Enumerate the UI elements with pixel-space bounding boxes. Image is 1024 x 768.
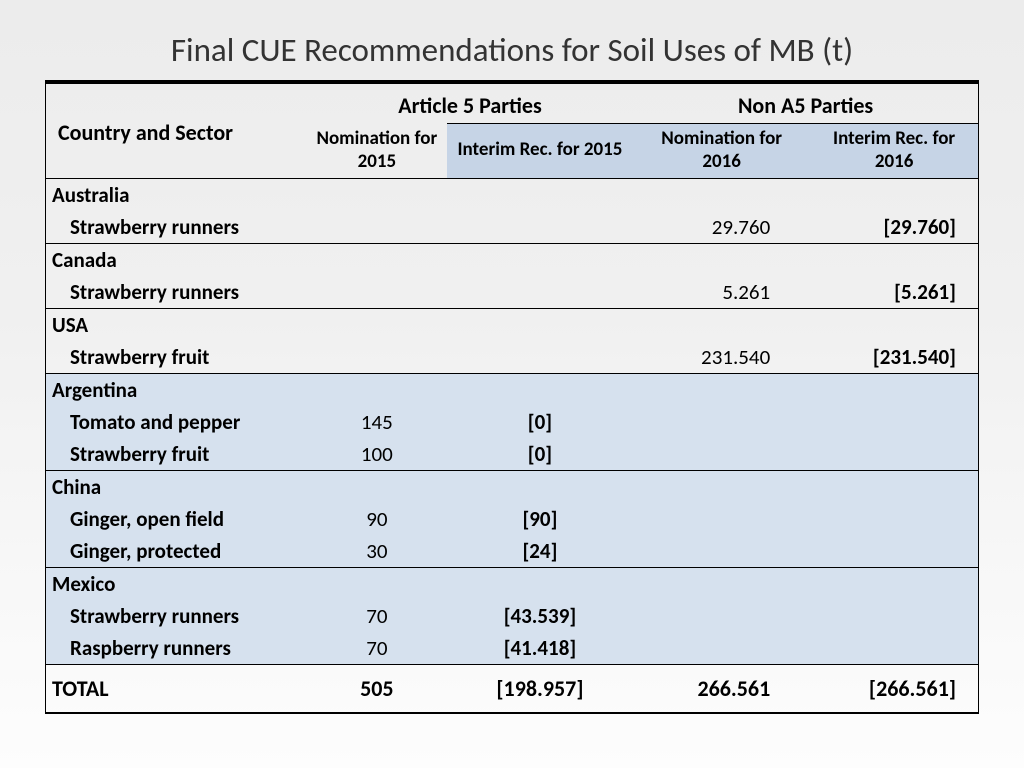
total-nom2016: 266.561 bbox=[633, 664, 810, 712]
country-label: China bbox=[46, 470, 978, 503]
country-label: Mexico bbox=[46, 567, 978, 600]
sector-row: Raspberry runners70[41.418] bbox=[46, 632, 978, 665]
sector-label: Strawberry fruit bbox=[46, 341, 307, 374]
cell-rec2016: [5.261] bbox=[810, 276, 978, 309]
cell-rec2016 bbox=[810, 438, 978, 471]
cell-rec2015 bbox=[447, 211, 633, 244]
cell-nom2015: 90 bbox=[307, 503, 447, 535]
col-header-country: Country and Sector bbox=[46, 84, 307, 178]
cell-rec2016: [29.760] bbox=[810, 211, 978, 244]
cell-nom2016: 29.760 bbox=[633, 211, 810, 244]
cell-nom2015: 100 bbox=[307, 438, 447, 471]
sector-label: Strawberry runners bbox=[46, 276, 307, 309]
sector-row: Ginger, protected30[24] bbox=[46, 535, 978, 568]
sector-label: Tomato and pepper bbox=[46, 406, 307, 438]
col-header-non-a5: Non A5 Parties bbox=[633, 84, 978, 124]
sector-row: Strawberry runners 29.760[29.760] bbox=[46, 211, 978, 244]
cell-nom2016: 5.261 bbox=[633, 276, 810, 309]
total-row: TOTAL 505 [198.957] 266.561 [266.561] bbox=[46, 664, 978, 712]
cell-rec2016 bbox=[810, 406, 978, 438]
country-label: Argentina bbox=[46, 373, 978, 406]
cell-nom2015: 70 bbox=[307, 632, 447, 665]
cell-rec2015: [24] bbox=[447, 535, 633, 568]
country-label: Canada bbox=[46, 243, 978, 276]
cell-rec2015 bbox=[447, 276, 633, 309]
country-label: Australia bbox=[46, 178, 978, 211]
cell-rec2015 bbox=[447, 341, 633, 374]
col-subheader-rec2015: Interim Rec. for 2015 bbox=[447, 124, 633, 179]
cell-nom2016 bbox=[633, 600, 810, 632]
cell-rec2015: [90] bbox=[447, 503, 633, 535]
cell-nom2016: 231.540 bbox=[633, 341, 810, 374]
col-header-a5: Article 5 Parties bbox=[307, 84, 633, 124]
country-row: Argentina bbox=[46, 373, 978, 406]
cell-rec2015: [43.539] bbox=[447, 600, 633, 632]
cell-rec2016 bbox=[810, 600, 978, 632]
total-rec2015: [198.957] bbox=[447, 664, 633, 712]
sector-label: Strawberry runners bbox=[46, 211, 307, 244]
col-subheader-nom2016: Nomination for 2016 bbox=[633, 124, 810, 179]
cell-nom2015: 70 bbox=[307, 600, 447, 632]
sector-row: Strawberry runners70[43.539] bbox=[46, 600, 978, 632]
sector-label: Strawberry runners bbox=[46, 600, 307, 632]
sector-row: Ginger, open field90[90] bbox=[46, 503, 978, 535]
cell-rec2016 bbox=[810, 535, 978, 568]
country-row: Australia bbox=[46, 178, 978, 211]
sector-row: Strawberry fruit100[0] bbox=[46, 438, 978, 471]
cell-rec2016 bbox=[810, 632, 978, 665]
col-subheader-nom2015: Nomination for 2015 bbox=[307, 124, 447, 179]
sector-row: Strawberry fruit 231.540[231.540] bbox=[46, 341, 978, 374]
data-table: Country and Sector Article 5 Parties Non… bbox=[46, 84, 978, 713]
total-nom2015: 505 bbox=[307, 664, 447, 712]
country-label: USA bbox=[46, 308, 978, 341]
sector-row: Tomato and pepper145[0] bbox=[46, 406, 978, 438]
cell-rec2016: [231.540] bbox=[810, 341, 978, 374]
col-subheader-rec2016: Interim Rec. for 2016 bbox=[810, 124, 978, 179]
total-rec2016: [266.561] bbox=[810, 664, 978, 712]
cell-nom2016 bbox=[633, 503, 810, 535]
cell-nom2015: 30 bbox=[307, 535, 447, 568]
table-container: Country and Sector Article 5 Parties Non… bbox=[45, 84, 979, 714]
total-label: TOTAL bbox=[46, 664, 307, 712]
sector-label: Raspberry runners bbox=[46, 632, 307, 665]
cell-nom2015: 145 bbox=[307, 406, 447, 438]
cell-nom2015 bbox=[307, 211, 447, 244]
cell-rec2015: [0] bbox=[447, 406, 633, 438]
country-row: Canada bbox=[46, 243, 978, 276]
sector-label: Ginger, protected bbox=[46, 535, 307, 568]
sector-label: Strawberry fruit bbox=[46, 438, 307, 471]
country-row: USA bbox=[46, 308, 978, 341]
country-row: Mexico bbox=[46, 567, 978, 600]
cell-nom2016 bbox=[633, 438, 810, 471]
cell-rec2016 bbox=[810, 503, 978, 535]
cell-nom2016 bbox=[633, 535, 810, 568]
country-row: China bbox=[46, 470, 978, 503]
cell-nom2016 bbox=[633, 406, 810, 438]
cell-nom2015 bbox=[307, 341, 447, 374]
cell-rec2015: [41.418] bbox=[447, 632, 633, 665]
sector-label: Ginger, open field bbox=[46, 503, 307, 535]
cell-nom2015 bbox=[307, 276, 447, 309]
sector-row: Strawberry runners 5.261[5.261] bbox=[46, 276, 978, 309]
cell-nom2016 bbox=[633, 632, 810, 665]
cell-rec2015: [0] bbox=[447, 438, 633, 471]
header-row-groups: Country and Sector Article 5 Parties Non… bbox=[46, 84, 978, 124]
page-title: Final CUE Recommendations for Soil Uses … bbox=[45, 30, 979, 84]
